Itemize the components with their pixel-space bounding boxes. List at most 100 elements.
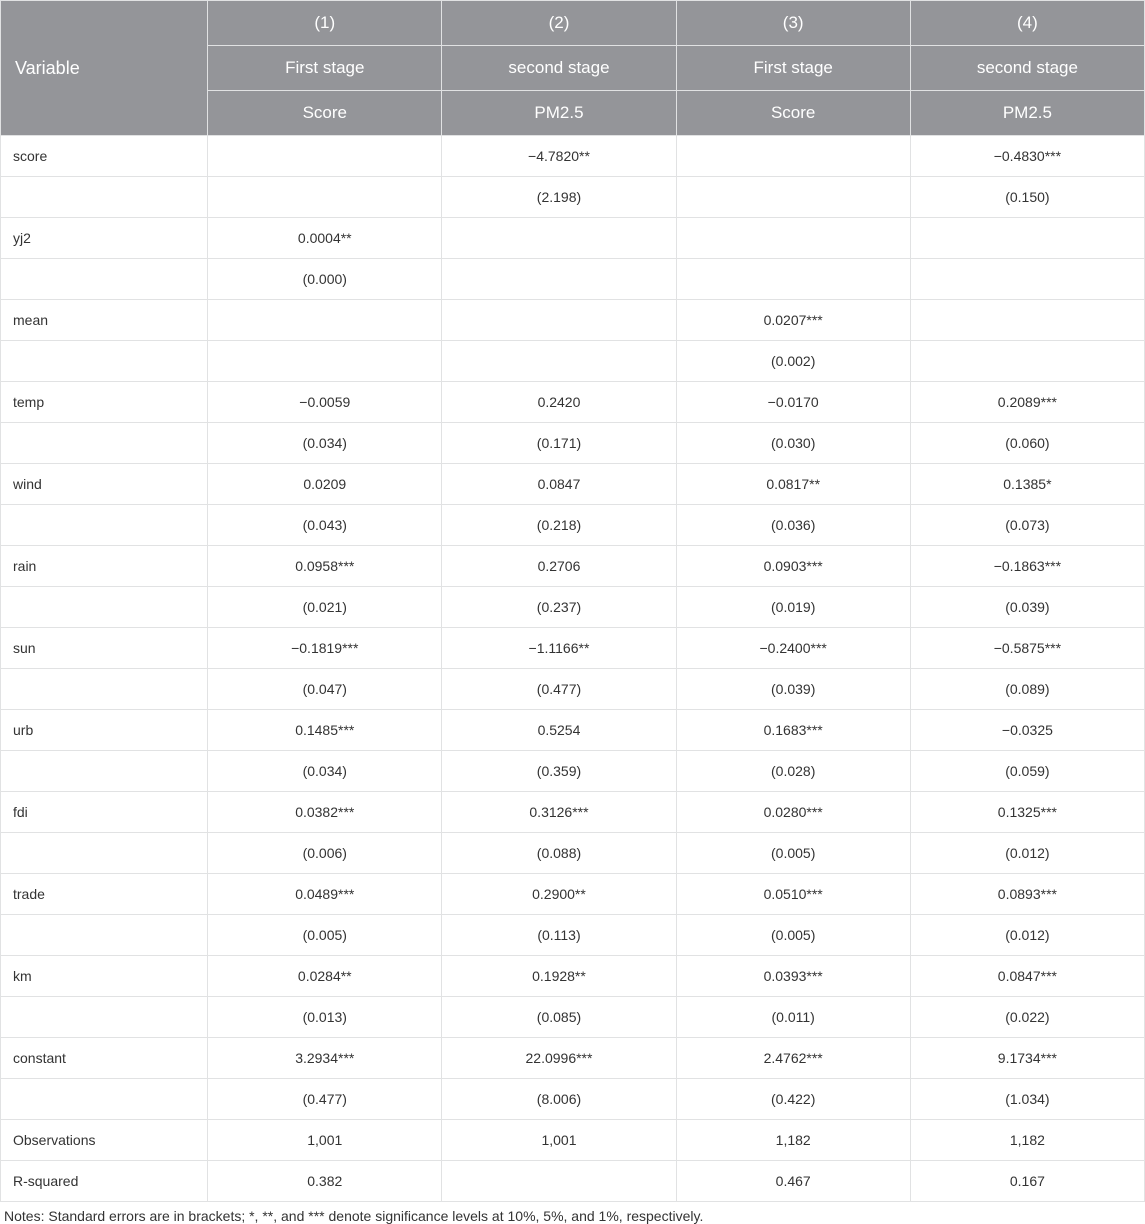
cell: (0.012) <box>910 833 1144 874</box>
cell: −0.5875*** <box>910 628 1144 669</box>
cell: (8.006) <box>442 1079 676 1120</box>
cell: 0.5254 <box>442 710 676 751</box>
cell: (0.039) <box>910 587 1144 628</box>
table-row: urb0.1485***0.52540.1683***−0.0325 <box>1 710 1145 751</box>
cell: 0.2706 <box>442 546 676 587</box>
cell: (0.021) <box>208 587 442 628</box>
cell: (0.034) <box>208 423 442 464</box>
row-label <box>1 669 208 710</box>
cell: (0.073) <box>910 505 1144 546</box>
table-header: Variable (1) (2) (3) (4) First stage sec… <box>1 1 1145 136</box>
cell <box>910 341 1144 382</box>
cell: 3.2934*** <box>208 1038 442 1079</box>
row-label: rain <box>1 546 208 587</box>
cell: (0.218) <box>442 505 676 546</box>
cell: 0.0280*** <box>676 792 910 833</box>
table-row: (0.021)(0.237)(0.019)(0.039) <box>1 587 1145 628</box>
row-label <box>1 833 208 874</box>
cell: (0.237) <box>442 587 676 628</box>
row-label: score <box>1 136 208 177</box>
header-row-numbers: Variable (1) (2) (3) (4) <box>1 1 1145 46</box>
table-row: (0.000) <box>1 259 1145 300</box>
table-container: Variable (1) (2) (3) (4) First stage sec… <box>0 0 1145 1224</box>
header-col-3: (3) <box>676 1 910 46</box>
cell: 0.0893*** <box>910 874 1144 915</box>
table-row: (0.477)(8.006)(0.422)(1.034) <box>1 1079 1145 1120</box>
cell: 0.0958*** <box>208 546 442 587</box>
row-label: constant <box>1 1038 208 1079</box>
cell: −0.0325 <box>910 710 1144 751</box>
row-label <box>1 587 208 628</box>
cell: 0.0207*** <box>676 300 910 341</box>
header-stage-1: First stage <box>208 46 442 91</box>
cell: 0.1485*** <box>208 710 442 751</box>
cell <box>208 177 442 218</box>
table-footnote: Notes: Standard errors are in brackets; … <box>0 1202 1145 1224</box>
cell: (0.113) <box>442 915 676 956</box>
cell: (0.043) <box>208 505 442 546</box>
cell: (0.150) <box>910 177 1144 218</box>
row-label: urb <box>1 710 208 751</box>
cell: 0.1928** <box>442 956 676 997</box>
cell: (0.011) <box>676 997 910 1038</box>
table-row: wind0.02090.08470.0817**0.1385* <box>1 464 1145 505</box>
header-depvar-4: PM2.5 <box>910 91 1144 136</box>
table-row: Observations1,0011,0011,1821,182 <box>1 1120 1145 1161</box>
cell: 0.0284** <box>208 956 442 997</box>
cell: (0.060) <box>910 423 1144 464</box>
row-label <box>1 423 208 464</box>
cell: (0.013) <box>208 997 442 1038</box>
table-row: mean0.0207*** <box>1 300 1145 341</box>
cell: (0.000) <box>208 259 442 300</box>
table-row: constant3.2934***22.0996***2.4762***9.17… <box>1 1038 1145 1079</box>
cell: 0.0847 <box>442 464 676 505</box>
cell: (0.477) <box>442 669 676 710</box>
cell <box>208 300 442 341</box>
header-stage-3: First stage <box>676 46 910 91</box>
cell <box>208 136 442 177</box>
cell: 0.2420 <box>442 382 676 423</box>
cell: 0.0489*** <box>208 874 442 915</box>
table-row: R-squared0.3820.4670.167 <box>1 1161 1145 1202</box>
header-col-1: (1) <box>208 1 442 46</box>
cell: (0.089) <box>910 669 1144 710</box>
cell: −0.2400*** <box>676 628 910 669</box>
row-label <box>1 341 208 382</box>
cell <box>442 1161 676 1202</box>
cell: (2.198) <box>442 177 676 218</box>
header-depvar-1: Score <box>208 91 442 136</box>
cell: 0.382 <box>208 1161 442 1202</box>
table-row: (0.047)(0.477)(0.039)(0.089) <box>1 669 1145 710</box>
row-label: yj2 <box>1 218 208 259</box>
cell: (0.019) <box>676 587 910 628</box>
cell: 1,001 <box>442 1120 676 1161</box>
cell <box>910 300 1144 341</box>
row-label <box>1 177 208 218</box>
cell: −4.7820** <box>442 136 676 177</box>
row-label: temp <box>1 382 208 423</box>
cell: −0.0170 <box>676 382 910 423</box>
cell: (0.171) <box>442 423 676 464</box>
cell: 0.0510*** <box>676 874 910 915</box>
table-row: yj20.0004** <box>1 218 1145 259</box>
header-depvar-3: Score <box>676 91 910 136</box>
table-row: (2.198) (0.150) <box>1 177 1145 218</box>
header-stage-2: second stage <box>442 46 676 91</box>
cell <box>910 218 1144 259</box>
cell <box>208 341 442 382</box>
row-label: R-squared <box>1 1161 208 1202</box>
cell: 0.0393*** <box>676 956 910 997</box>
cell: −1.1166** <box>442 628 676 669</box>
cell: 0.467 <box>676 1161 910 1202</box>
row-label <box>1 259 208 300</box>
header-stage-4: second stage <box>910 46 1144 91</box>
table-row: (0.013)(0.085)(0.011)(0.022) <box>1 997 1145 1038</box>
cell: 0.2089*** <box>910 382 1144 423</box>
cell: (0.002) <box>676 341 910 382</box>
cell: (0.039) <box>676 669 910 710</box>
cell: −0.1863*** <box>910 546 1144 587</box>
table-row: (0.005)(0.113)(0.005)(0.012) <box>1 915 1145 956</box>
cell: 0.1683*** <box>676 710 910 751</box>
cell: 1,182 <box>910 1120 1144 1161</box>
row-label <box>1 997 208 1038</box>
